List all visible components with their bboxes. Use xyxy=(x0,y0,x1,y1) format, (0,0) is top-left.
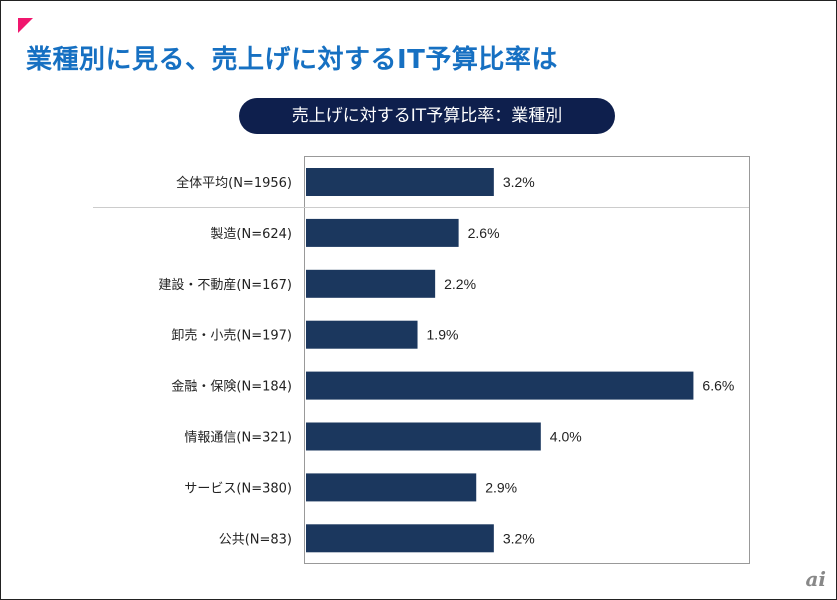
corner-accent xyxy=(18,18,33,33)
logo: ai xyxy=(805,567,826,591)
data-label: 6.6% xyxy=(702,378,734,394)
chart-title: 売上げに対するIT予算比率：業種別 xyxy=(239,98,615,134)
bar xyxy=(306,524,494,553)
category-label: 情報通信(N=321) xyxy=(184,431,292,446)
data-label: 2.2% xyxy=(444,276,476,292)
plot-frame xyxy=(304,156,750,564)
data-label: 1.9% xyxy=(427,327,459,343)
category-label: 金融・保険(N=184) xyxy=(171,379,292,395)
data-label: 3.2% xyxy=(503,530,535,546)
bar xyxy=(306,168,494,196)
category-label: サービス(N=380) xyxy=(184,481,292,496)
data-label: 4.0% xyxy=(550,429,582,445)
bar xyxy=(306,320,418,349)
category-label: 全体平均(N=1956) xyxy=(176,175,292,191)
bar xyxy=(306,473,477,502)
data-label: 3.2% xyxy=(503,174,535,190)
category-label: 卸売・小売(N=197) xyxy=(171,328,292,344)
category-label: 公共(N=83) xyxy=(219,532,292,547)
page-title: 業種別に見る、売上げに対するIT予算比率は xyxy=(26,45,558,75)
data-label: 2.6% xyxy=(468,225,500,241)
data-label: 2.9% xyxy=(485,479,517,495)
bar xyxy=(306,422,541,451)
bar xyxy=(306,269,436,298)
category-label: 製造(N=624) xyxy=(210,227,292,242)
bar xyxy=(306,218,459,247)
category-label: 建設・不動産(N=167) xyxy=(158,277,292,293)
bar xyxy=(306,371,694,400)
